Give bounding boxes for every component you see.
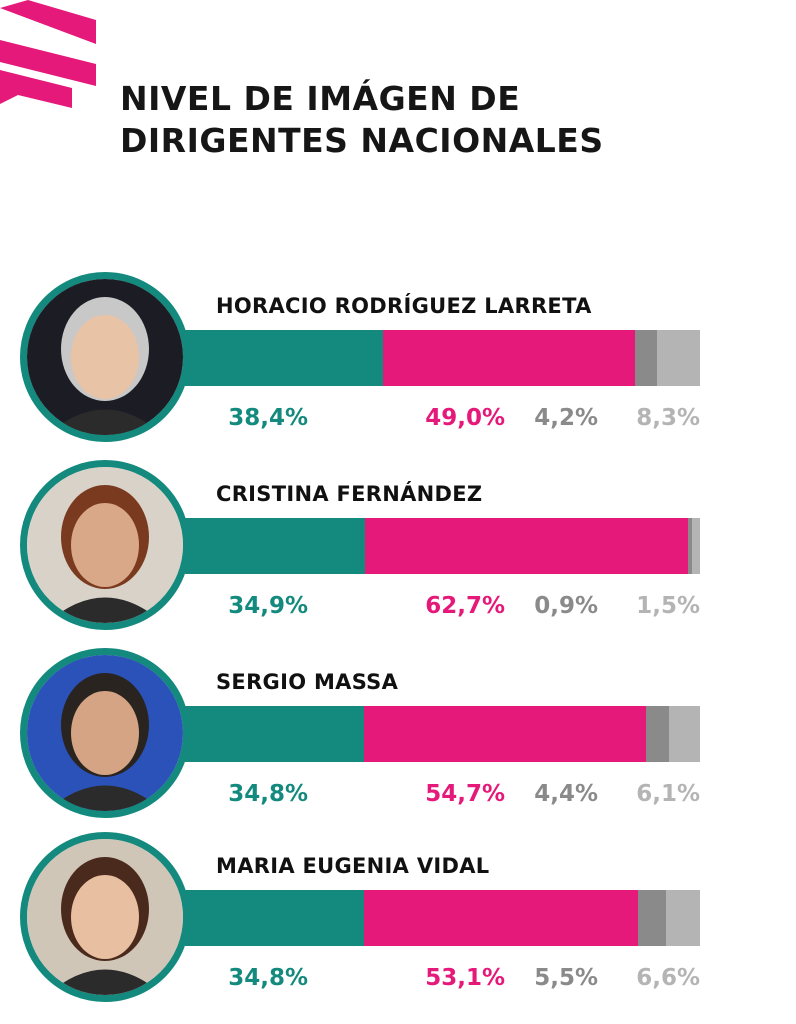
candidate-row: SERGIO MASSA 34,8% 54,7% 4,4% 6,1% — [0, 648, 796, 818]
candidate-row: HORACIO RODRÍGUEZ LARRETA 38,4% 49,0% 4,2% 8… — [0, 272, 796, 442]
candidate-name: SERGIO MASSA — [216, 670, 399, 694]
page-title: NIVEL DE IMÁGEN DE DIRIGENTES NACIONALES — [120, 78, 604, 162]
stacked-bar — [185, 890, 700, 946]
bar-segment — [364, 890, 639, 946]
bar-segment — [364, 518, 689, 574]
bar-segment — [692, 518, 700, 574]
candidate-name: CRISTINA FERNÁNDEZ — [216, 482, 483, 506]
data-label: 0,9% — [534, 593, 598, 619]
data-label: 6,6% — [636, 965, 700, 991]
bar-segment — [668, 706, 700, 762]
bar-segment — [382, 330, 636, 386]
bar-segment — [185, 890, 365, 946]
stacked-bar — [185, 518, 700, 574]
candidate-name: MARIA EUGENIA VIDAL — [216, 854, 490, 878]
data-label: 4,4% — [534, 781, 598, 807]
stacked-bar — [185, 330, 700, 386]
bar-segment — [687, 518, 693, 574]
bar-segment — [185, 706, 365, 762]
data-label: 8,3% — [636, 405, 700, 431]
data-label: 49,0% — [425, 405, 505, 431]
data-label: 53,1% — [425, 965, 505, 991]
bar-segment — [645, 706, 670, 762]
candidate-photo-avatar — [20, 832, 190, 1002]
stacked-bar — [185, 706, 700, 762]
bar-segment — [656, 330, 700, 386]
title-line-1: NIVEL DE IMÁGEN DE — [120, 79, 521, 118]
bar-segment — [635, 330, 658, 386]
title-line-2: DIRIGENTES NACIONALES — [120, 121, 604, 160]
data-label: 34,8% — [228, 965, 308, 991]
brand-logo-icon — [0, 0, 96, 108]
candidate-row: CRISTINA FERNÁNDEZ 34,9% 62,7% 0,9% 1,5% — [0, 460, 796, 630]
candidate-name: HORACIO RODRÍGUEZ LARRETA — [216, 294, 592, 318]
candidate-photo-avatar — [20, 460, 190, 630]
data-label: 38,4% — [228, 405, 308, 431]
data-label: 54,7% — [425, 781, 505, 807]
data-label: 34,8% — [228, 781, 308, 807]
candidate-photo-avatar — [20, 648, 190, 818]
bar-segment — [364, 706, 647, 762]
candidate-row: MARIA EUGENIA VIDAL 34,8% 53,1% 5,5% 6,6% — [0, 832, 796, 1002]
data-label: 34,9% — [228, 593, 308, 619]
data-label: 5,5% — [534, 965, 598, 991]
bar-segment — [637, 890, 667, 946]
bar-segment — [185, 330, 384, 386]
data-label: 62,7% — [425, 593, 505, 619]
bar-segment — [185, 518, 366, 574]
data-label: 4,2% — [534, 405, 598, 431]
bar-segment — [666, 890, 700, 946]
candidate-photo-avatar — [20, 272, 190, 442]
data-label: 6,1% — [636, 781, 700, 807]
data-label: 1,5% — [636, 593, 700, 619]
